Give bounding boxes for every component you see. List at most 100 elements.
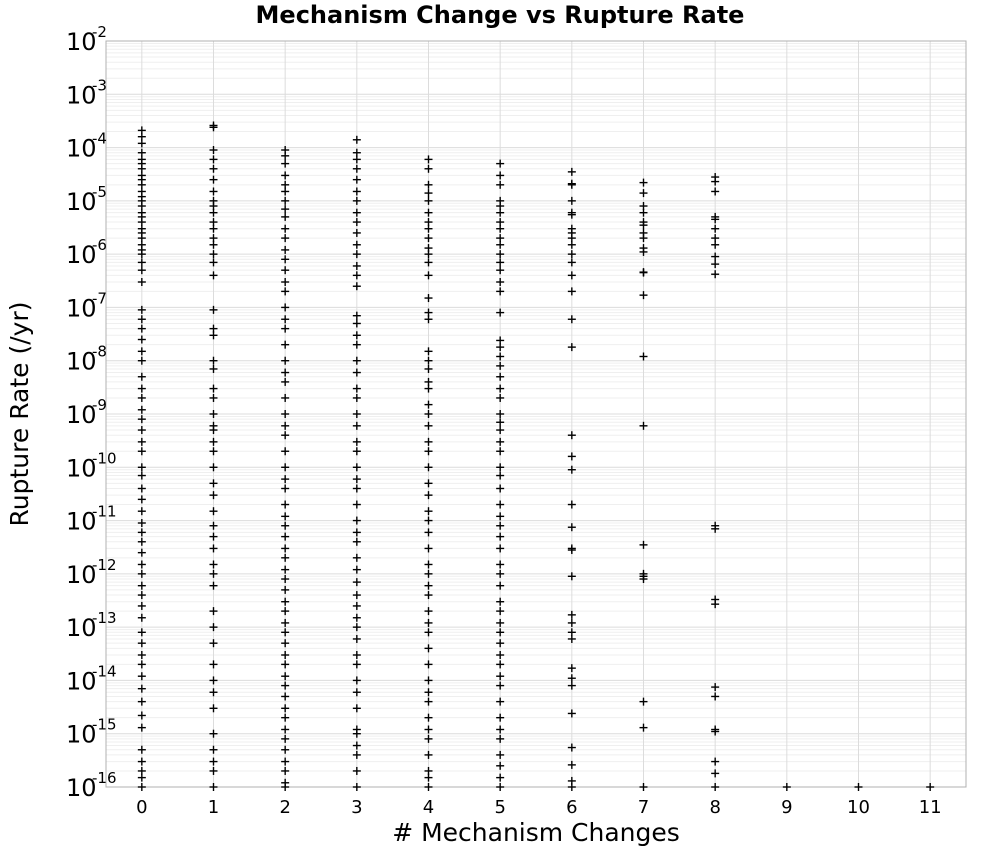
data-point [496, 628, 505, 637]
data-point [352, 250, 361, 259]
data-point [496, 761, 505, 770]
data-point [137, 519, 146, 528]
data-point [496, 725, 505, 734]
data-point [352, 135, 361, 144]
data-point [137, 372, 146, 381]
data-point [137, 601, 146, 610]
data-point [424, 410, 433, 418]
data-point [352, 340, 361, 349]
data-point [209, 766, 218, 775]
data-point [281, 639, 290, 648]
data-point [424, 208, 433, 217]
data-point [496, 266, 505, 275]
data-point [352, 601, 361, 610]
data-point [567, 546, 576, 555]
data-point [281, 651, 290, 660]
x-axis-ticks: 0 1 2 3 4 5 6 7 8 9 10 11 [136, 797, 942, 818]
data-point [639, 421, 648, 430]
data-point [137, 335, 146, 344]
data-point [281, 766, 290, 775]
data-point [496, 521, 505, 530]
data-point [137, 684, 146, 693]
data-point [137, 347, 146, 356]
data-point [496, 512, 505, 521]
data-point [567, 674, 576, 683]
x-tick-label: 11 [919, 797, 942, 818]
data-point [137, 745, 146, 754]
data-point [281, 393, 290, 402]
data-point [352, 240, 361, 249]
data-point [352, 384, 361, 393]
data-point [711, 215, 720, 224]
data-point [424, 189, 433, 198]
y-tick-exponent: -13 [92, 609, 117, 627]
data-point [352, 750, 361, 759]
data-point [352, 175, 361, 184]
data-point [424, 688, 433, 697]
data-point [352, 729, 361, 738]
data-point [424, 447, 433, 456]
y-tick-exponent: -5 [92, 183, 107, 201]
data-point [711, 769, 720, 778]
data-point [496, 278, 505, 287]
data-point [496, 418, 505, 427]
data-point [209, 560, 218, 569]
data-point [567, 271, 576, 280]
y-tick-exponent: -8 [92, 343, 107, 361]
data-point [137, 258, 146, 267]
data-point [424, 783, 433, 791]
x-tick-label: 10 [847, 797, 870, 818]
data-point [137, 651, 146, 660]
data-point [281, 255, 290, 264]
data-point [137, 613, 146, 622]
data-point [567, 240, 576, 249]
data-point [496, 463, 505, 472]
data-point [281, 187, 290, 196]
data-point [137, 305, 146, 314]
data-point [567, 709, 576, 718]
data-point [639, 208, 648, 217]
data-point [281, 692, 290, 701]
data-point [281, 585, 290, 594]
data-point [352, 704, 361, 713]
x-tick-label: 1 [208, 797, 219, 818]
data-point [711, 524, 720, 533]
data-point [711, 683, 720, 692]
data-point [281, 212, 290, 221]
data-point [352, 688, 361, 697]
y-tick-exponent: -4 [92, 130, 107, 148]
data-point [496, 384, 505, 393]
y-tick-base: 10 [66, 721, 97, 749]
data-point [424, 628, 433, 637]
data-point [496, 651, 505, 660]
y-tick-label: 10-15 [66, 716, 117, 749]
data-point [281, 532, 290, 541]
y-tick-label: 10-5 [66, 183, 107, 216]
data-point [496, 783, 505, 791]
data-point [281, 544, 290, 553]
data-point [352, 368, 361, 377]
data-point [137, 447, 146, 456]
data-point [496, 773, 505, 782]
data-point [496, 750, 505, 759]
data-point [496, 308, 505, 317]
data-point [424, 618, 433, 627]
data-point [424, 384, 433, 393]
data-point [209, 676, 218, 685]
data-point [281, 575, 290, 584]
data-point [352, 187, 361, 196]
data-point [639, 783, 648, 791]
data-point [281, 618, 290, 627]
data-point [496, 532, 505, 541]
data-point [424, 591, 433, 600]
data-point [281, 278, 290, 287]
data-point [567, 196, 576, 205]
data-point [281, 553, 290, 562]
x-axis-label: # Mechanism Changes [392, 818, 680, 847]
data-point [496, 713, 505, 722]
data-point [281, 484, 290, 493]
data-point [352, 410, 361, 418]
data-point [496, 734, 505, 743]
data-point [281, 410, 290, 418]
data-point [352, 741, 361, 750]
